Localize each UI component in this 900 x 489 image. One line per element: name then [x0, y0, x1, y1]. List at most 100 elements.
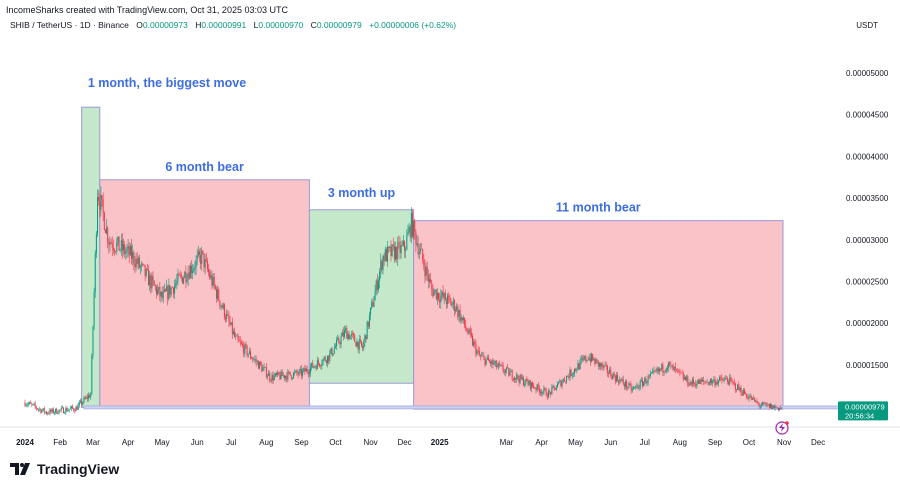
candle-body: [418, 251, 420, 255]
candle-body: [160, 291, 162, 297]
candle-body: [483, 355, 485, 358]
low-value: 0.00000970: [258, 20, 304, 30]
candle-body: [579, 359, 581, 370]
x-tick-label: Feb: [53, 438, 67, 447]
tradingview-logo-icon: [10, 463, 30, 475]
candle-body: [723, 379, 725, 381]
candle-body: [72, 406, 74, 409]
candle-body: [307, 371, 309, 374]
candle-body: [115, 251, 117, 252]
candle-body: [724, 378, 726, 380]
candle-body: [546, 395, 548, 398]
candle-body: [683, 377, 685, 380]
candle-body: [36, 408, 38, 410]
candle-body: [97, 196, 99, 234]
low-label: L: [253, 20, 259, 30]
candle-body: [743, 389, 745, 394]
candle-body: [631, 389, 633, 391]
candle-body: [374, 291, 376, 301]
candle-body: [630, 384, 632, 391]
candle-body: [687, 376, 689, 385]
candle-body: [533, 386, 535, 389]
candle-body: [623, 383, 625, 387]
candle-body: [320, 365, 322, 367]
candle-body: [249, 351, 251, 358]
candle-body: [741, 393, 743, 396]
candle-body: [331, 348, 333, 356]
candle-body: [754, 397, 756, 402]
candle-body: [737, 384, 739, 390]
candle-body: [622, 379, 624, 384]
candle-body: [244, 344, 246, 354]
candle-body: [749, 396, 751, 397]
candle-body: [774, 406, 776, 409]
close-label: C: [310, 20, 317, 30]
candle-body: [272, 374, 274, 381]
candle-body: [394, 246, 396, 260]
candle-body: [440, 295, 442, 303]
candle-body: [91, 355, 93, 395]
candle-body: [421, 248, 423, 250]
candle-body: [404, 241, 406, 251]
y-tick-label: 0.00003500: [846, 194, 889, 203]
tradingview-logo[interactable]: TradingView: [10, 461, 119, 477]
candle-body: [201, 250, 203, 264]
candle-body: [739, 387, 741, 390]
candle-body: [644, 378, 646, 383]
bear-range-box: [99, 179, 310, 408]
candle-body: [114, 249, 116, 252]
candle-body: [490, 361, 492, 365]
candle-body: [524, 383, 526, 386]
candle-body: [638, 387, 640, 389]
candle-body: [745, 393, 747, 395]
candle-body: [526, 378, 528, 382]
candle-body: [700, 379, 702, 382]
candle-body: [740, 387, 742, 394]
candle-body: [397, 242, 399, 260]
candle-body: [102, 199, 104, 213]
candle-body: [592, 354, 594, 361]
candle-body: [581, 358, 583, 360]
candle-body: [470, 332, 472, 336]
candle-body: [35, 406, 37, 409]
candle-body: [506, 367, 508, 371]
candle-body: [552, 386, 554, 388]
candle-body: [652, 370, 654, 373]
candle-body: [373, 300, 375, 307]
candle-body: [357, 341, 359, 350]
candle-body: [441, 291, 443, 296]
candle-body: [203, 253, 205, 268]
candle-body: [70, 406, 72, 409]
candle-body: [31, 403, 33, 405]
candle-body: [186, 279, 188, 282]
symbol-legend[interactable]: SHIB / TetherUS · 1D · Binance O0.000009…: [10, 20, 456, 30]
candle-body: [465, 325, 467, 329]
candle-body: [379, 271, 381, 282]
candle-body: [245, 344, 247, 346]
candle-body: [594, 359, 596, 365]
candle-body: [197, 251, 199, 256]
candle-body: [543, 388, 545, 392]
candle-body: [618, 380, 620, 384]
candle-body: [706, 381, 708, 383]
candle-body: [468, 329, 470, 334]
candle-body: [780, 408, 782, 409]
candle-body: [63, 407, 65, 414]
candle-body: [383, 255, 385, 261]
candle-body: [614, 376, 616, 382]
candle-body: [129, 245, 131, 256]
candle-body: [698, 379, 700, 384]
candle-body: [382, 255, 384, 270]
candle-body: [459, 310, 461, 321]
candle-body: [398, 242, 400, 244]
candle-body: [451, 304, 453, 306]
candle-body: [722, 380, 724, 381]
candle-body: [172, 287, 174, 294]
candle-body: [90, 394, 92, 398]
candle-body: [171, 287, 173, 289]
candle-body: [73, 408, 75, 411]
candle-body: [268, 373, 270, 376]
candle-body: [478, 350, 480, 356]
candle-body: [82, 402, 84, 405]
